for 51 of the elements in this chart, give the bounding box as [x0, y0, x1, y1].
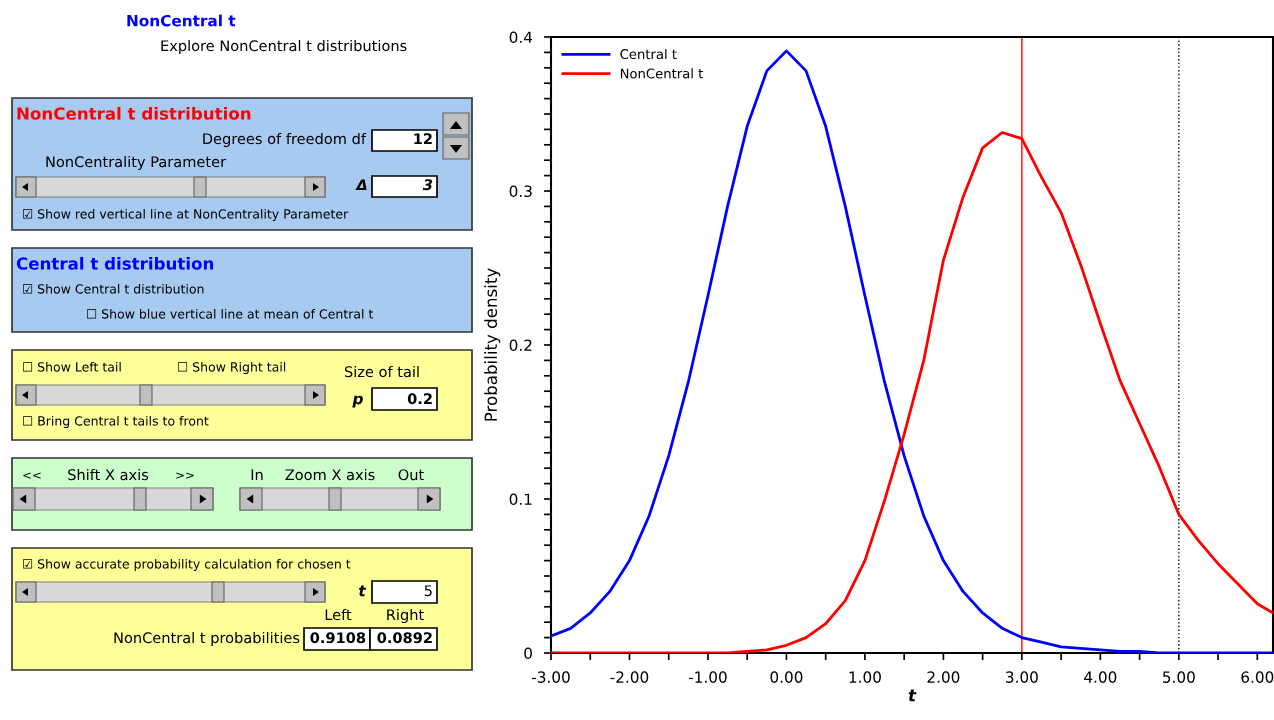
text: 0.0892	[377, 632, 432, 644]
y-tick-label: 0.4	[509, 31, 533, 44]
x-tick-label: 4.00	[1084, 671, 1117, 683]
text: Zoom X axis	[285, 468, 375, 481]
text: 12	[414, 133, 432, 145]
text: Right	[387, 608, 424, 624]
y-axis-title: Probability density	[484, 268, 501, 421]
text: Shift X axis	[68, 468, 149, 481]
y-tick-label: 0.3	[509, 185, 532, 198]
text: p	[352, 395, 363, 408]
text: 0.9108	[310, 632, 366, 644]
x-tick-label: 3.00	[1006, 671, 1038, 683]
text: In	[251, 469, 263, 481]
y-tick-label: 0.2	[509, 339, 532, 352]
x-tick-label: -1.00	[688, 671, 727, 683]
x-tick-label: -2.00	[610, 671, 649, 683]
text: >>	[176, 472, 194, 479]
legend-label: NonCentral t	[620, 68, 704, 79]
text: ☑ Show red vertical line at NonCentrality Parameter	[23, 208, 349, 222]
text: NonCentral t distribution	[17, 106, 251, 120]
text: <<	[23, 472, 41, 479]
text: t	[359, 585, 367, 597]
text: NonCentral t	[127, 14, 236, 27]
x-tick-label: 5.00	[1163, 671, 1195, 683]
legend-label: Central t	[620, 48, 677, 60]
text: ☐ Bring Central t tails to front	[23, 415, 209, 429]
text: ☑ Show accurate probability calculation for chosen t	[23, 558, 351, 572]
text: Size of tail	[344, 365, 419, 378]
text: NonCentrality Parameter	[46, 155, 227, 171]
text: 3	[422, 179, 433, 191]
text: ☐ Show Left tail	[23, 361, 121, 372]
text: Left	[325, 608, 352, 621]
text: Δ	[355, 179, 367, 191]
text: 0.2	[407, 393, 432, 405]
y-tick-label: 0	[524, 647, 532, 660]
text: ☑ Show Central t distribution	[23, 283, 204, 294]
x-tick-label: 6.00	[1241, 671, 1274, 683]
text: Out	[398, 469, 424, 481]
text: 5	[424, 585, 432, 597]
text: Degrees of freedom df	[203, 132, 367, 148]
x-tick-label: 2.00	[927, 671, 960, 683]
text: Central t distribution	[16, 256, 214, 270]
x-axis-title: t	[908, 689, 917, 702]
text: ☐ Show Right tail	[178, 361, 286, 375]
text: ☐ Show blue vertical line at mean of Central t	[87, 308, 374, 319]
x-tick-label: 1.00	[849, 671, 881, 683]
x-tick-label: -3.00	[531, 671, 570, 683]
text: Explore NonCentral t distributions	[161, 39, 407, 55]
x-tick-label: 0.00	[770, 671, 803, 683]
text: NonCentral t probabilities	[114, 631, 300, 647]
y-tick-label: 0.1	[509, 493, 532, 506]
